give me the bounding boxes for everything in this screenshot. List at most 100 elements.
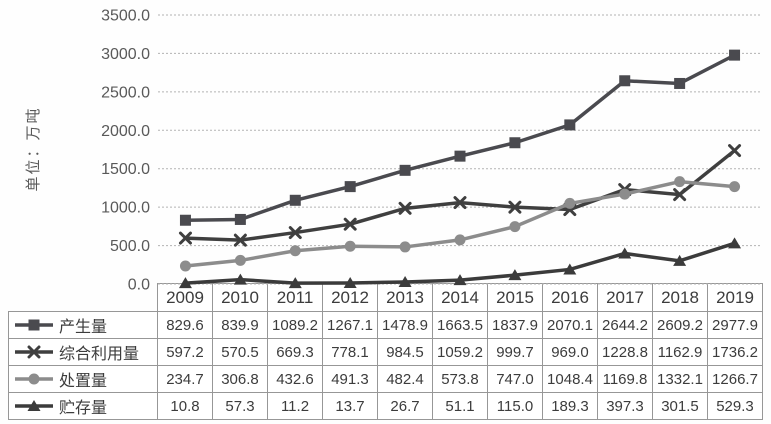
value-cell: 1478.9 (377, 311, 433, 339)
value-cell: 570.5 (212, 338, 268, 366)
value-cell: 2609.2 (652, 311, 708, 339)
value-cell: 2644.2 (597, 311, 653, 339)
value-cell: 1332.1 (652, 365, 708, 393)
value-cell: 397.3 (597, 392, 653, 420)
legend-entry: 产生量 (10, 313, 157, 337)
triangle-marker (673, 254, 687, 266)
x-marker (233, 233, 247, 247)
square-marker (454, 150, 466, 162)
series-line-处置量 (185, 179, 735, 268)
value-cell: 573.8 (432, 365, 488, 393)
value-cell: 829.6 (157, 311, 213, 339)
square-marker (509, 137, 521, 149)
x-marker (563, 203, 577, 217)
series-label: 综合利用量 (59, 346, 140, 363)
circle-marker (564, 197, 576, 209)
y-tick-label: 2500.0 (101, 84, 150, 101)
year-header-cell: 2011 (267, 283, 323, 312)
x-marker (508, 200, 522, 214)
square-marker (344, 181, 356, 193)
table-row-贮存量: 贮存量 10.8 57.3 11.2 13.7 26.7 51.1 115.0 189.3 397… (8, 392, 763, 420)
circle-marker (674, 176, 686, 188)
triangle-marker (563, 263, 577, 275)
value-cell: 1837.9 (487, 311, 543, 339)
square-marker (564, 119, 576, 131)
circle-marker (179, 260, 191, 272)
x-marker (233, 233, 247, 247)
year-header-cell: 2010 (212, 283, 268, 312)
square-marker (234, 213, 246, 225)
circle-marker (454, 234, 466, 246)
value-cell: 115.0 (487, 392, 543, 420)
x-marker (453, 196, 467, 210)
x-marker (673, 188, 687, 202)
value-cell: 1169.8 (597, 365, 653, 393)
x-marker (343, 217, 357, 231)
series-label: 贮存量 (59, 400, 108, 417)
value-cell: 482.4 (377, 365, 433, 393)
value-cell: 839.9 (212, 311, 268, 339)
value-cell: 1228.8 (597, 338, 653, 366)
value-cell: 669.3 (267, 338, 323, 366)
value-cell: 969.0 (542, 338, 598, 366)
value-cell: 1048.4 (542, 365, 598, 393)
x-marker (508, 200, 522, 214)
square-marker (28, 319, 40, 331)
square-marker (729, 49, 741, 61)
series-line-贮存量 (185, 241, 736, 285)
value-cell: 1059.2 (432, 338, 488, 366)
table-row-处置量: 处置量 234.7 306.8 432.6 491.3 482.4 573.8 747.0 10… (8, 365, 763, 393)
series-line-产生量 (185, 53, 736, 222)
value-cell: 432.6 (267, 365, 323, 393)
x-marker (178, 231, 192, 245)
square-marker (289, 194, 301, 206)
x-marker (728, 144, 742, 158)
x-marker (618, 183, 632, 197)
value-cell: 306.8 (212, 365, 268, 393)
year-header-cell: 2013 (377, 283, 433, 312)
value-cell: 234.7 (157, 365, 213, 393)
value-cell: 51.1 (432, 392, 488, 420)
value-cell: 57.3 (212, 392, 268, 420)
triangle-marker (508, 269, 522, 281)
year-header-cell: 2017 (597, 283, 653, 312)
value-cell: 1162.9 (652, 338, 708, 366)
x-marker (453, 196, 467, 210)
value-cell: 1663.5 (432, 311, 488, 339)
series-label: 处置量 (59, 373, 108, 390)
y-tick-label: 3000.0 (101, 46, 150, 63)
circle-marker (344, 240, 356, 252)
year-header-cell: 2016 (542, 283, 598, 312)
triangle-marker (27, 400, 41, 411)
data-table-wrap: 2009 2010 2011 2012 2013 2014 2015 2016 2017 2018… (8, 283, 763, 420)
circle-marker (399, 241, 411, 253)
circle-legend-icon (15, 373, 53, 385)
value-cell: 491.3 (322, 365, 378, 393)
y-tick-label: 500.0 (110, 238, 150, 255)
y-tick-label: 1500.0 (101, 161, 150, 178)
value-cell: 189.3 (542, 392, 598, 420)
line-chart: 0.0500.01000.01500.02000.02500.03000.035… (25, 8, 762, 292)
value-cell: 1089.2 (267, 311, 323, 339)
circle-marker (619, 188, 631, 200)
y-axis-title: 单位：万吨 (25, 106, 42, 191)
value-cell: 999.7 (487, 338, 543, 366)
triangle-legend-icon (15, 400, 53, 411)
legend-cell: 产生量 (8, 311, 158, 339)
x-marker (343, 217, 357, 231)
legend-cell: 处置量 (8, 365, 158, 393)
x-marker (618, 183, 632, 197)
value-cell: 597.2 (157, 338, 213, 366)
value-cell: 747.0 (487, 365, 543, 393)
x-marker (398, 201, 412, 215)
year-header-cell: 2018 (652, 283, 708, 312)
triangle-marker (728, 237, 742, 249)
square-marker (619, 75, 631, 87)
data-table: 2009 2010 2011 2012 2013 2014 2015 2016 2017 2018… (8, 283, 763, 420)
table-corner-blank (9, 284, 158, 312)
circle-marker (289, 245, 301, 257)
year-header-row: 2009 2010 2011 2012 2013 2014 2015 2016 2017 2018… (9, 283, 763, 312)
legend-cell: 综合利用量 (8, 338, 158, 366)
value-cell: 529.3 (707, 392, 763, 420)
